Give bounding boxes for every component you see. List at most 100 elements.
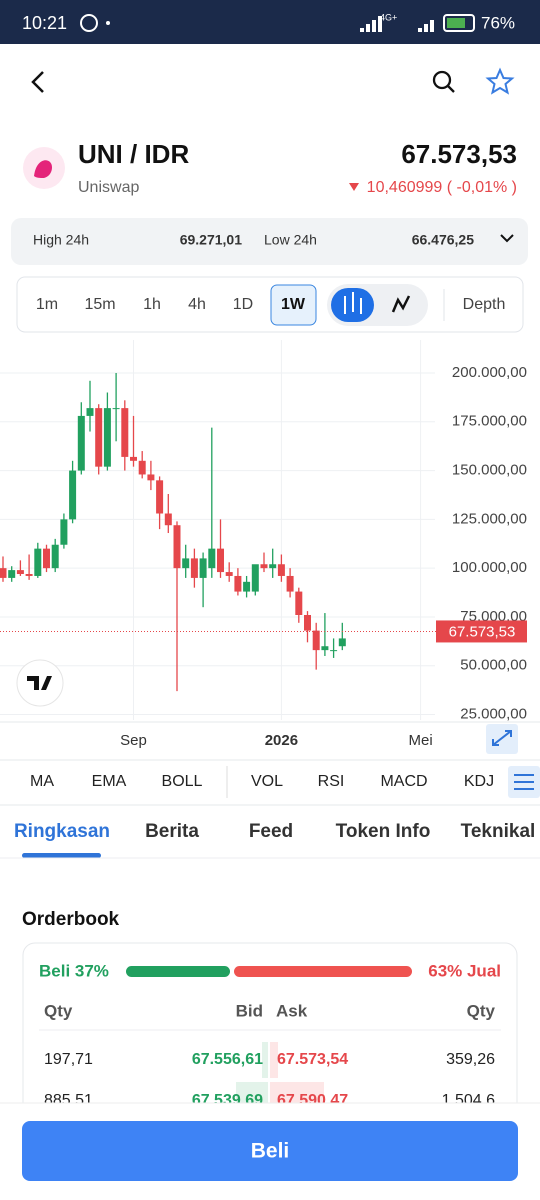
timeframe-tab[interactable]: 1W [281, 296, 306, 313]
indicator-tab[interactable]: KDJ [464, 773, 494, 790]
candle-body [147, 474, 155, 481]
candle-body [34, 548, 42, 576]
candle-body [182, 558, 190, 569]
content-tab[interactable]: Ringkasan [14, 821, 110, 842]
line-style-button[interactable] [391, 295, 411, 313]
indicator-tab[interactable]: RSI [318, 773, 345, 790]
candle-icon [344, 292, 362, 314]
network-label: 4G+ [380, 12, 397, 22]
fullscreen-icon [492, 730, 512, 746]
candle-body [69, 470, 77, 520]
bid-price: 67.556,61 [192, 1051, 263, 1068]
high-value: 69.271,01 [180, 232, 242, 248]
buy-bar [126, 966, 230, 977]
candle-body [251, 564, 259, 592]
candle-body [138, 460, 146, 475]
column-header: Qty [467, 1001, 496, 1020]
sell-ratio: 63% Jual [428, 961, 501, 980]
indicator-tab[interactable]: BOLL [162, 773, 203, 790]
y-tick-label: 175.000,00 [452, 413, 527, 430]
expand-stats[interactable] [500, 234, 514, 243]
timeframe-tab[interactable]: 1m [36, 296, 58, 313]
candle-body [217, 548, 224, 573]
battery-level [447, 18, 465, 28]
down-arrow [349, 183, 359, 191]
content-tab[interactable]: Token Info [336, 821, 431, 842]
favorite-button[interactable] [485, 67, 515, 95]
candle-body [173, 525, 181, 569]
dot-icon [106, 21, 110, 25]
candle-body [225, 572, 233, 576]
battery-icon [443, 14, 475, 32]
y-tick-label: 200.000,00 [452, 364, 527, 381]
sell-bar [234, 966, 412, 977]
y-tick-label: 50.000,00 [460, 657, 527, 674]
candle-body [234, 575, 242, 592]
last-price-label: 67.573,53 [449, 623, 516, 640]
content-tab[interactable]: Berita [145, 821, 199, 842]
orderbook-title: Orderbook [22, 909, 120, 930]
y-tick-label: 150.000,00 [452, 462, 527, 479]
candle-body [269, 564, 277, 569]
candle-body [60, 519, 68, 545]
column-header: Qty [44, 1001, 73, 1020]
candle-body [321, 646, 329, 651]
buy-button[interactable] [22, 1121, 518, 1181]
ask-depth [270, 1042, 278, 1078]
tradingview-logo [16, 659, 64, 707]
back-button[interactable] [31, 71, 44, 93]
candle-body [25, 574, 33, 576]
candle-body [243, 581, 251, 592]
indicator-tab[interactable]: VOL [251, 773, 283, 790]
content-tab[interactable]: Teknikal [461, 821, 536, 842]
candle-body [330, 650, 338, 652]
timeframe-tab[interactable]: 4h [188, 296, 206, 313]
battery-text: 76% [481, 13, 515, 32]
depth-tab[interactable]: Depth [463, 296, 506, 313]
low-label: Low 24h [264, 232, 317, 248]
indicator-tab[interactable]: MA [30, 773, 54, 790]
selected-timeframe [270, 284, 317, 326]
bid-depth [262, 1042, 268, 1078]
candle-body [156, 480, 164, 514]
candle-body [277, 564, 285, 576]
candle-body [338, 638, 346, 647]
timeframe-tab[interactable]: 1h [143, 296, 161, 313]
content-tab[interactable]: Feed [249, 821, 293, 842]
buy-ratio: Beli 37% [39, 961, 109, 980]
indicator-tab[interactable]: MACD [380, 773, 427, 790]
column-header: Ask [276, 1001, 308, 1020]
tab-indicator [22, 853, 101, 858]
candle-body [130, 456, 137, 461]
x-tick-label: Sep [120, 732, 147, 749]
last-price-tag [436, 620, 527, 643]
candle-body [312, 630, 320, 651]
pair-change: 10,460999 ( -0,01% ) [367, 179, 517, 196]
candle-body [190, 558, 198, 578]
stats-box [11, 218, 528, 265]
candle-body [95, 408, 103, 467]
tradingview-mark [27, 676, 52, 690]
pair-symbol: UNI / IDR [78, 139, 189, 169]
pair-name: Uniswap [78, 179, 139, 196]
candle-body [260, 564, 268, 569]
candle-body [8, 570, 16, 578]
column-header: Bid [236, 1001, 263, 1020]
buy-button-label: Beli [251, 1140, 290, 1163]
search-button[interactable] [432, 70, 455, 93]
whatsapp-icon [80, 14, 98, 32]
candle-body [51, 544, 59, 569]
signal-icon [360, 16, 434, 32]
timeframe-tab[interactable]: 1D [233, 296, 253, 313]
candle-body [0, 568, 7, 578]
low-value: 66.476,25 [412, 232, 474, 248]
timeframe-tab[interactable]: 15m [84, 296, 115, 313]
candle-body [77, 415, 85, 471]
x-tick-label: Mei [409, 732, 433, 749]
settings-icon [514, 774, 534, 790]
candle-body [208, 548, 216, 569]
bid-qty: 197,71 [44, 1051, 93, 1068]
candle-body [304, 614, 311, 631]
indicator-tab[interactable]: EMA [92, 773, 127, 790]
